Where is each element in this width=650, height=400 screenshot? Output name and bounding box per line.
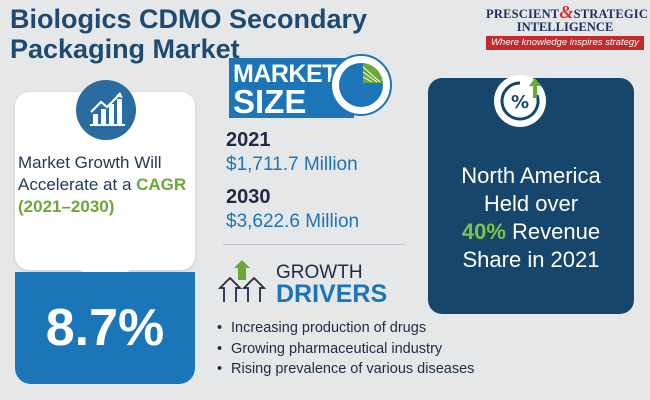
amount-2021: $1,711.7 Million	[226, 154, 358, 175]
svg-text:%: %	[511, 92, 529, 113]
list-item: Rising prevalence of various diseases	[217, 359, 474, 380]
page-title: Biologics CDMO Secondary Packaging Marke…	[10, 4, 368, 64]
percent-icon: %	[493, 74, 547, 128]
cagr-panel	[15, 272, 195, 384]
chart-growth-icon	[76, 80, 136, 140]
pie-chart-icon	[330, 54, 392, 116]
logo-line2: INTELLIGENCE	[516, 20, 614, 34]
region-statement: North America Held over 40% Revenue Shar…	[461, 163, 601, 272]
logo-line1: PRESCIENT&STRATEGIC	[486, 2, 649, 22]
market-size-heading-1: MARKET	[233, 60, 337, 88]
growth-drivers-list: Increasing production of drugs Growing p…	[217, 318, 474, 380]
growth-statement: Market Growth Will Accelerate at a CAGR …	[18, 153, 187, 216]
growth-arrows-icon	[217, 258, 268, 308]
list-item: Increasing production of drugs	[217, 318, 474, 339]
market-size-heading-2: SIZE	[233, 83, 307, 120]
amount-2030: $3,622.6 Million	[226, 211, 360, 232]
section-divider	[223, 244, 405, 245]
growth-drivers-heading-1: GROWTH	[276, 262, 363, 283]
year-2021: 2021	[226, 129, 271, 151]
logo-tagline: Where knowledge inspires strategy	[486, 36, 644, 50]
cagr-value: 8.7%	[45, 299, 165, 357]
company-logo: PRESCIENT&STRATEGIC INTELLIGENCE Where k…	[486, 2, 649, 54]
year-2030: 2030	[226, 186, 271, 208]
growth-drivers-heading-2: DRIVERS	[276, 280, 388, 308]
list-item: Growing pharmaceutical industry	[217, 339, 474, 360]
